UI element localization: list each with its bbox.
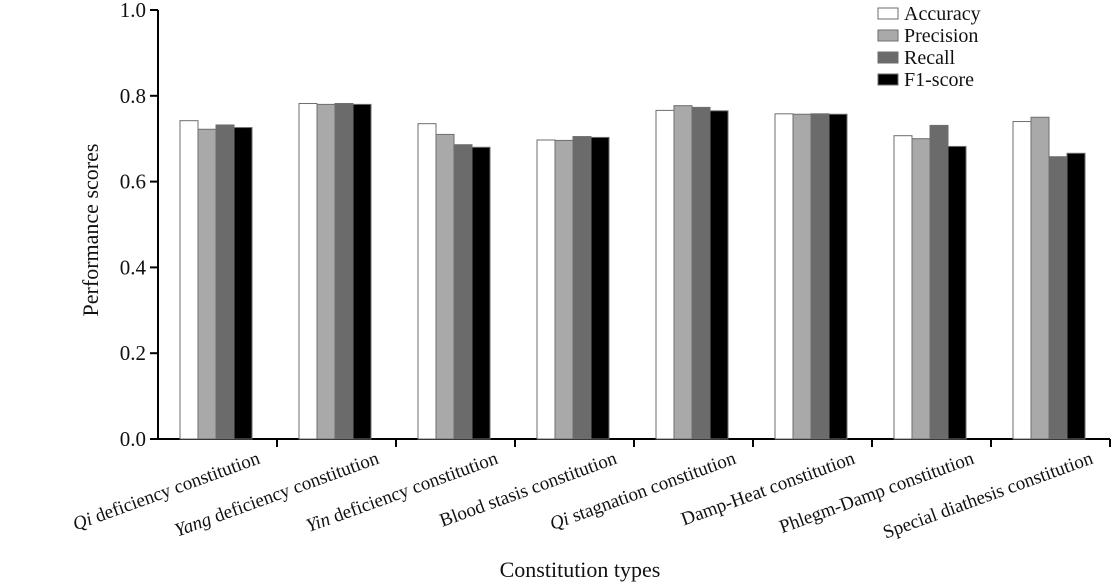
y-tick-label: 1.0: [120, 0, 146, 22]
category-label: Qi deficiency constitution: [70, 448, 263, 535]
bar-f1-score-6: [947, 145, 967, 440]
bar-accuracy-7: [1012, 121, 1032, 440]
bar-f1-score-7: [1066, 152, 1086, 440]
category-label: Phlegm-Damp constitution: [777, 448, 978, 538]
bar-precision-6: [911, 138, 931, 440]
bar-recall-1: [334, 103, 354, 440]
bar-precision-0: [197, 128, 217, 440]
bar-f1-score-1: [352, 103, 372, 440]
y-tick-label: 0.0: [120, 427, 146, 451]
y-tick-label: 0.4: [120, 255, 147, 279]
bar-precision-7: [1030, 116, 1050, 440]
bar-precision-5: [792, 113, 812, 440]
bar-recall-5: [810, 113, 830, 440]
y-axis: 0.0 0.2 0.4 0.6 0.8 1.0: [120, 0, 159, 451]
bar-accuracy-4: [655, 109, 675, 440]
bar-recall-7: [1048, 156, 1068, 440]
bar-f1-score-5: [828, 113, 848, 440]
legend-swatch: [877, 29, 899, 42]
category-label-text: Special diathesis constitution: [880, 448, 1096, 544]
bar-f1-score-0: [233, 127, 253, 440]
bar-recall-2: [453, 144, 473, 440]
category-label-text: Phlegm-Damp constitution: [777, 448, 978, 538]
legend-label: F1-score: [904, 69, 974, 91]
bar-accuracy-6: [893, 135, 913, 440]
x-axis: [158, 438, 1111, 447]
bar-accuracy-3: [536, 139, 556, 440]
bar-accuracy-0: [179, 120, 199, 440]
bar-precision-3: [554, 139, 574, 440]
legend-swatch: [877, 7, 899, 20]
legend-label: Accuracy: [904, 3, 981, 25]
legend-swatch: [877, 51, 899, 64]
category-label: Yang deficiency constitution: [172, 448, 382, 542]
bar-recall-0: [215, 124, 235, 440]
bar-recall-3: [572, 136, 592, 440]
legend-label: Precision: [904, 25, 978, 47]
bars: [179, 103, 1086, 440]
y-tick-label: 0.2: [120, 341, 146, 365]
bar-precision-2: [435, 133, 455, 440]
category-label: Yin deficiency constitution: [303, 448, 501, 537]
y-tick-label: 0.6: [120, 170, 146, 194]
bar-recall-6: [929, 124, 949, 440]
x-axis-title: Constitution types: [500, 557, 661, 582]
category-label: Special diathesis constitution: [880, 448, 1096, 544]
bar-precision-1: [316, 103, 336, 440]
legend-label: Recall: [904, 47, 956, 69]
bar-f1-score-4: [709, 110, 729, 440]
y-tick-label: 0.8: [120, 84, 146, 108]
y-axis-title: Performance scores: [78, 144, 103, 317]
bar-precision-4: [673, 105, 693, 440]
bar-f1-score-2: [471, 146, 491, 440]
bar-f1-score-3: [590, 136, 610, 440]
bar-recall-4: [691, 106, 711, 440]
bar-accuracy-5: [774, 113, 794, 440]
bar-accuracy-2: [417, 123, 437, 440]
legend-swatch: [877, 73, 899, 86]
bar-accuracy-1: [298, 103, 318, 440]
